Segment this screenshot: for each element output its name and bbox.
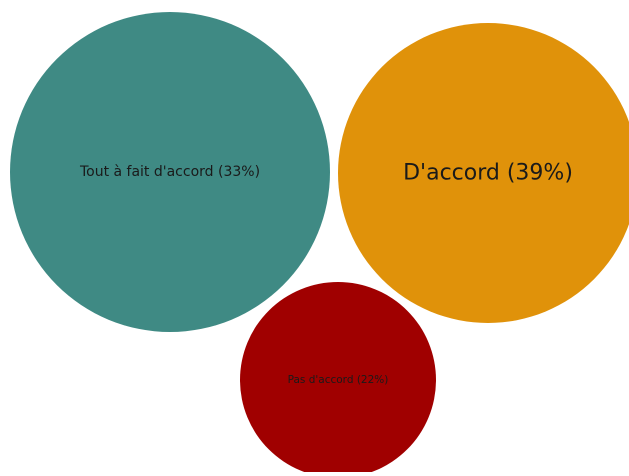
bubble-d-accord: D'accord (39%) <box>338 23 629 323</box>
bubble-label-d-accord: D'accord (39%) <box>403 161 573 186</box>
bubble-label-pas-d-accord: Pas d'accord (22%) <box>288 374 389 386</box>
bubble-circle-pas-d-accord <box>240 282 436 476</box>
bubble-pas-d-accord: Pas d'accord (22%) <box>240 282 436 476</box>
bubble-circle-tout-a-fait-d-accord <box>10 12 330 332</box>
bubble-tout-a-fait-d-accord: Tout à fait d'accord (33%) <box>10 12 330 332</box>
bubble-circle-d-accord <box>338 23 629 323</box>
bubble-label-tout-a-fait-d-accord: Tout à fait d'accord (33%) <box>79 164 260 180</box>
